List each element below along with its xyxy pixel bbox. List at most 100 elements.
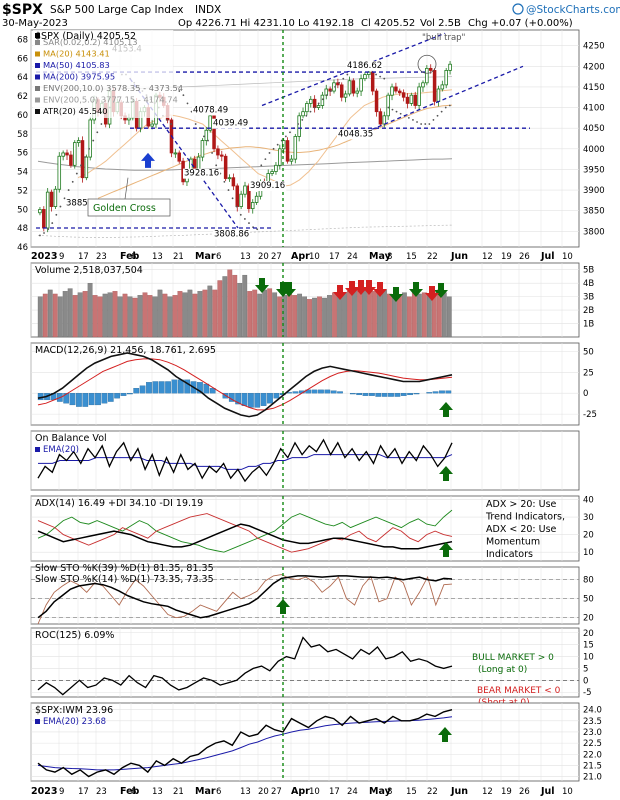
candle-body (429, 68, 432, 70)
volume-bar (367, 290, 371, 337)
ratio-tick-label: 21.0 (583, 773, 602, 783)
price-left-tick-label: 50 (17, 205, 28, 215)
macd-histogram-bar (318, 390, 323, 393)
sar-dot (260, 164, 262, 166)
macd-histogram-bar (427, 392, 432, 393)
x-tick-label-top: Apr (291, 251, 310, 262)
sar-dot (170, 123, 172, 125)
sar-dot (326, 94, 328, 96)
volume-bar (123, 294, 127, 337)
volume-bar (292, 295, 296, 337)
x-tick-label-top: 15 (406, 252, 417, 262)
sar-dot (47, 228, 49, 230)
roc-tick-label: -5 (583, 688, 591, 698)
macd-tick-label: 50 (583, 347, 594, 357)
macd-histogram-bar (76, 393, 81, 406)
price-left-tick-label: 62 (17, 92, 28, 102)
sar-dot (92, 140, 94, 142)
legend-entry: SAR(0.02,0.2) 4105.13 (43, 37, 138, 47)
volume-bar (48, 290, 52, 337)
candle-body (306, 103, 309, 111)
candle-body (344, 94, 347, 97)
candle-body (414, 95, 417, 105)
x-tick-label-top: 22 (427, 252, 438, 262)
volume-bar (407, 297, 411, 337)
volume-bar (267, 289, 271, 337)
volume-bar (352, 290, 356, 337)
volume-tick-label: 3B (583, 293, 594, 303)
x-tick-label-bottom: 6 (216, 787, 221, 797)
sar-dot (232, 197, 234, 199)
candle-body (387, 95, 390, 116)
x-tick-label-top: 19 (501, 252, 512, 262)
legend-entry: MA(200) 3975.95 (43, 72, 115, 82)
price-label: 3885. (66, 199, 90, 209)
sar-dot (223, 181, 225, 183)
quote-high: Hi 4231.10 (240, 18, 295, 29)
volume-bar (218, 280, 222, 337)
x-tick-label-top: 20 (258, 252, 269, 262)
macd-histogram-bar (108, 393, 113, 401)
sar-dot (195, 123, 197, 125)
legend-swatch (35, 109, 40, 114)
sar-dot (297, 123, 299, 125)
macd-histogram-bar (70, 393, 75, 405)
x-tick-label-top: 26 (519, 252, 530, 262)
macd-histogram-bar (114, 393, 119, 398)
legend-swatch (35, 33, 40, 38)
x-tick-label-bottom: 17 (329, 787, 340, 797)
volume-bar (312, 298, 316, 337)
macd-histogram-bar (401, 393, 406, 396)
volume-bar (302, 297, 306, 337)
macd-histogram-bar (153, 381, 158, 393)
macd-histogram-bar (407, 393, 412, 395)
sar-dot (441, 111, 443, 113)
volume-bar (93, 295, 97, 337)
sar-dot (334, 86, 336, 88)
price-right-tick-label: 4250 (583, 42, 605, 52)
sar-dot (400, 113, 402, 115)
candle-body (356, 91, 359, 93)
quote-date: 30-May-2023 (2, 18, 68, 29)
candle-body (58, 156, 61, 189)
volume-bar (163, 294, 167, 337)
volume-bar (153, 297, 157, 337)
stoch-panel-title-2: Slow STO %K(14) %D(1) 73.35, 73.35 (35, 574, 214, 585)
volume-bar (262, 290, 266, 337)
x-tick-label-top: 10 (309, 252, 320, 262)
candle-body (383, 116, 386, 124)
x-tick-label-bottom: 23 (96, 787, 107, 797)
macd-histogram-bar (172, 380, 177, 393)
ratio-tick-label: 21.5 (583, 761, 602, 771)
x-tick-label-bottom: 6 (131, 787, 136, 797)
volume-bar (83, 291, 87, 337)
volume-bar (118, 297, 122, 337)
volume-bar (347, 291, 351, 337)
adx-tick-label: 20 (583, 531, 594, 541)
candle-body (290, 159, 293, 161)
price-left-tick-label: 48 (17, 224, 28, 234)
price-right-tick-label: 4150 (583, 83, 605, 93)
candle-body (398, 91, 401, 93)
price-left-tick-label: 56 (17, 149, 28, 159)
sar-dot (68, 189, 70, 191)
volume-bar (113, 291, 117, 337)
volume-bar (178, 291, 182, 337)
volume-bar (193, 294, 197, 337)
candle-body (197, 157, 200, 169)
price-label: 4048.35 (338, 129, 373, 139)
x-tick-label-top: 6 (131, 252, 136, 262)
volume-bar (417, 294, 421, 337)
legend-swatch (35, 447, 40, 452)
volume-bar (332, 293, 336, 337)
x-tick-label-bottom: Apr (291, 786, 310, 797)
x-tick-label-top: Feb (120, 251, 140, 262)
roc-tick-label: 5 (583, 664, 588, 674)
volume-bar (173, 295, 177, 337)
price-right-tick-label: 3950 (583, 165, 605, 175)
volume-bar (213, 290, 217, 337)
volume-bar (73, 295, 77, 337)
macd-histogram-bar (248, 393, 253, 407)
volume-bar (412, 291, 416, 337)
